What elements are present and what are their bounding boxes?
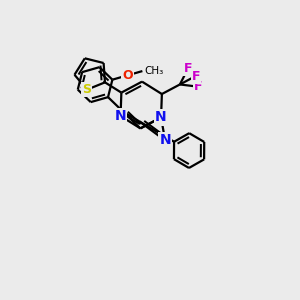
Text: F: F (191, 70, 200, 83)
Text: F: F (184, 62, 192, 75)
Text: O: O (122, 69, 133, 82)
Text: N: N (159, 134, 171, 148)
Text: N: N (115, 109, 126, 123)
Text: N: N (155, 110, 167, 124)
Text: CH₃: CH₃ (144, 66, 163, 76)
Text: F: F (194, 80, 202, 93)
Text: S: S (82, 83, 91, 96)
